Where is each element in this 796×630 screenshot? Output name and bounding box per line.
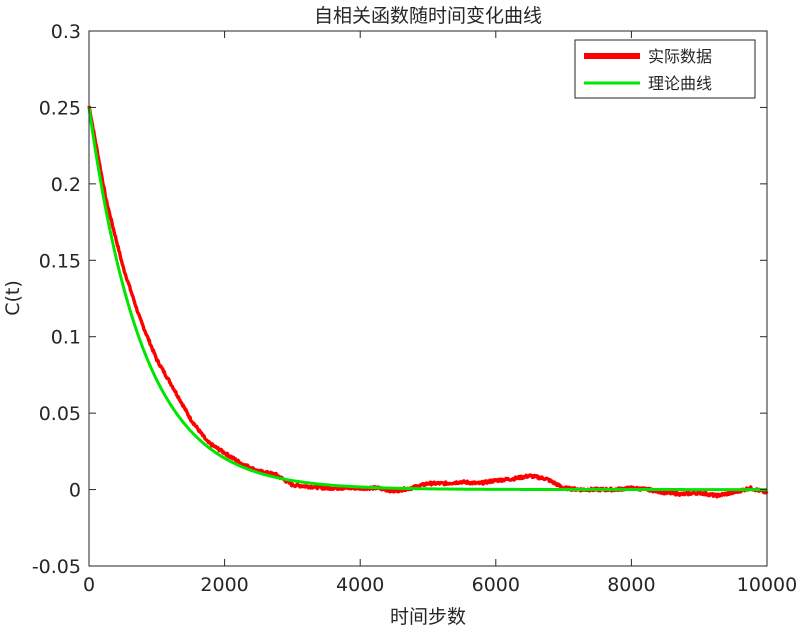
x-tick-label: 6000 — [472, 574, 520, 596]
chart-title: 自相关函数随时间变化曲线 — [314, 5, 542, 27]
series-layer — [87, 105, 769, 499]
x-axis-ticks: 0 2000 4000 6000 8000 10000 — [83, 31, 796, 596]
y-tick-label: 0.05 — [39, 403, 81, 425]
legend-box — [574, 39, 756, 99]
x-tick-label: 2000 — [200, 574, 248, 596]
axes-box — [88, 30, 768, 567]
plot-area — [89, 31, 767, 566]
y-tick-label: 0 — [69, 480, 81, 502]
y-axis-ticks: -0.05 0 0.05 0.1 0.15 0.2 0.25 0.3 — [32, 21, 767, 578]
y-tick-label: 0.3 — [51, 21, 81, 43]
series-theory-line — [87, 107, 767, 492]
x-axis-label: 时间步数 — [390, 606, 466, 628]
y-tick-label: 0.1 — [51, 327, 81, 349]
y-tick-label: 0.15 — [39, 250, 81, 272]
y-tick-label: 0.25 — [39, 97, 81, 119]
legend-label-theory: 理论曲线 — [648, 74, 712, 93]
x-tick-label: 4000 — [336, 574, 384, 596]
x-tick-label: 10000 — [737, 574, 796, 596]
legend-label-actual: 实际数据 — [648, 47, 712, 66]
x-tick-label: 8000 — [607, 574, 655, 596]
y-tick-label: -0.05 — [32, 556, 81, 578]
x-tick-label: 0 — [83, 574, 95, 596]
legend: 实际数据 理论曲线 — [574, 39, 756, 99]
y-axis-label: C(t) — [2, 280, 24, 316]
axes-frame — [88, 30, 768, 567]
y-tick-label: 0.2 — [51, 174, 81, 196]
